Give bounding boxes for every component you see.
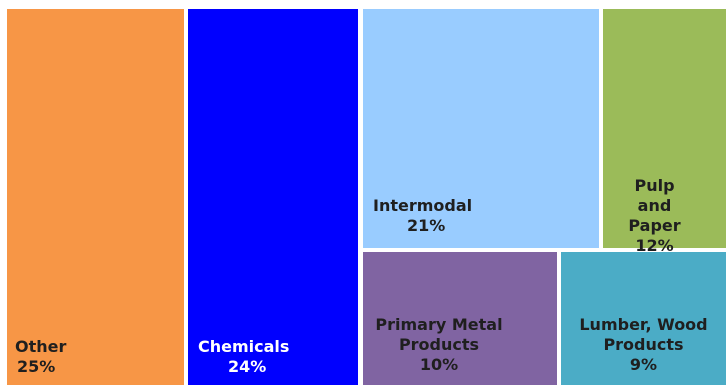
tile-other-label: Other 25% — [15, 337, 66, 377]
tile-primary-metal-products: Primary Metal Products 10% — [363, 252, 557, 385]
tile-primary-metal-products-name: Primary Metal Products — [375, 315, 503, 354]
tile-primary-metal-products-label: Primary Metal Products 10% — [363, 315, 515, 375]
tile-intermodal: Intermodal 21% — [363, 9, 599, 248]
tile-other-value: 25% — [17, 357, 56, 376]
tile-chemicals-value: 24% — [228, 357, 267, 376]
tile-lumber-wood-products-value: 9% — [629, 355, 658, 374]
tile-chemicals-name: Chemicals — [198, 337, 290, 356]
tile-intermodal-value: 21% — [407, 216, 446, 235]
tile-pulp-and-paper-value: 12% — [635, 236, 674, 255]
tile-chemicals-label: Chemicals 24% — [198, 337, 289, 377]
tile-primary-metal-products-value: 10% — [419, 355, 459, 374]
tile-pulp-and-paper-label: Pulp and Paper 12% — [603, 176, 706, 256]
tile-lumber-wood-products-label: Lumber, Wood Products 9% — [561, 315, 726, 375]
tile-other: Other 25% — [7, 9, 184, 385]
tile-lumber-wood-products-name: Lumber, Wood Products — [579, 315, 708, 354]
tile-chemicals: Chemicals 24% — [188, 9, 358, 385]
tile-other-name: Other — [15, 337, 67, 356]
tile-pulp-and-paper: Pulp and Paper 12% — [603, 9, 726, 255]
tile-intermodal-label: Intermodal 21% — [373, 196, 472, 236]
tile-lumber-wood-products: Lumber, Wood Products 9% — [561, 252, 726, 385]
tile-intermodal-name: Intermodal — [373, 196, 473, 215]
tile-pulp-and-paper-name: Pulp and Paper — [628, 176, 681, 235]
